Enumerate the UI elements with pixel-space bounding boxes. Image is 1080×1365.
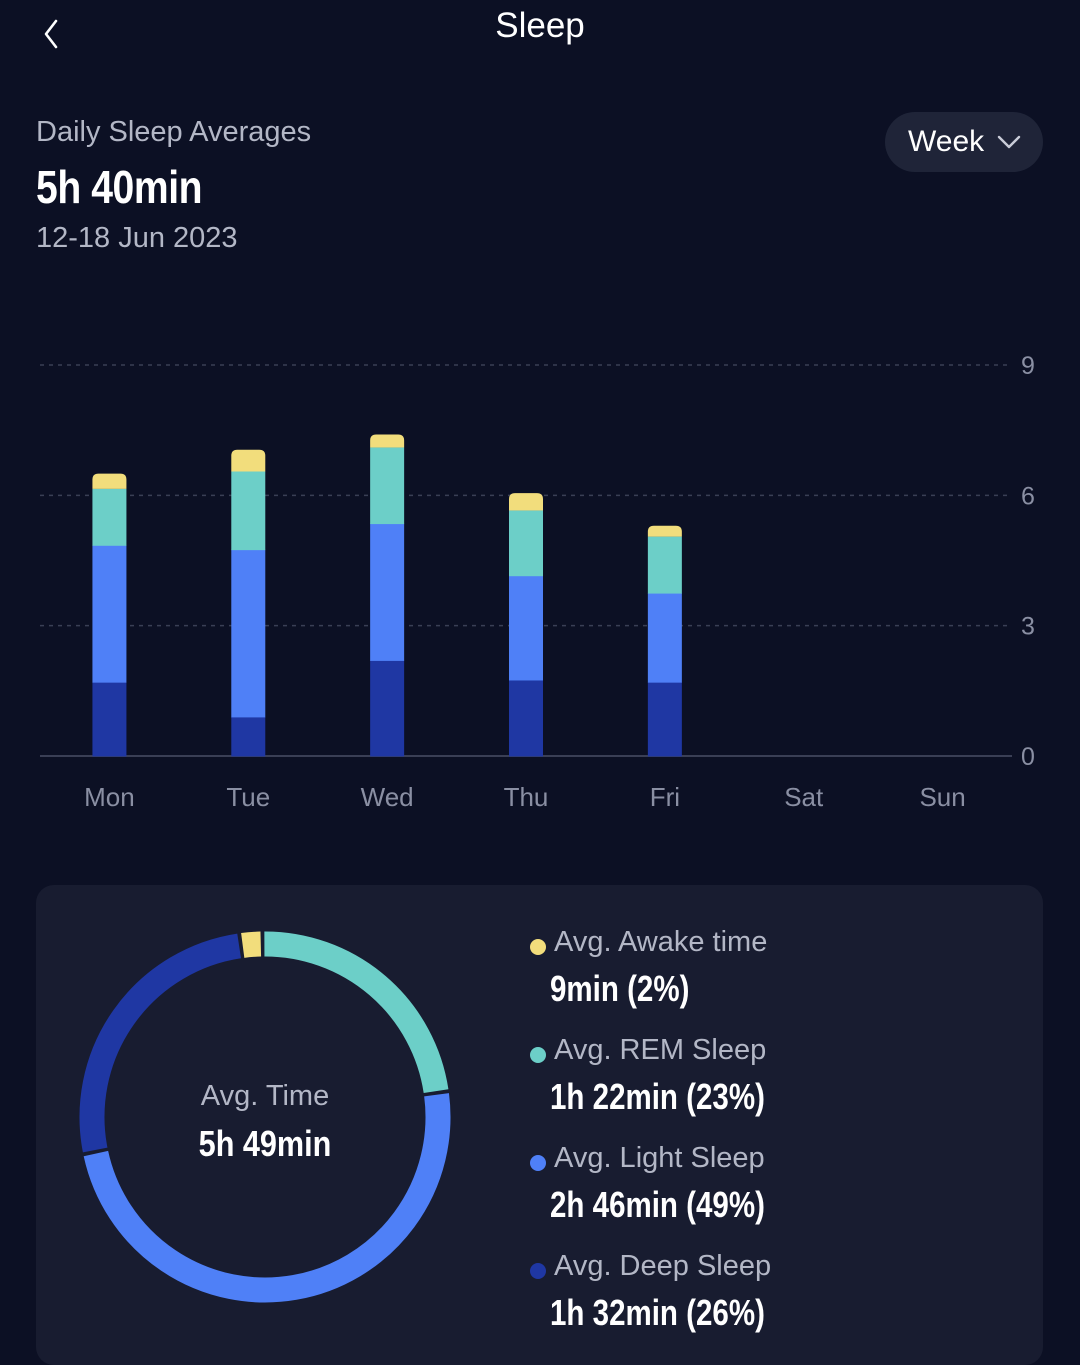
bar-segment-light[interactable]	[370, 523, 405, 661]
bar-segment-light[interactable]	[647, 593, 682, 683]
legend-item-deep: Avg. Deep Sleep 1h 32min (26%)	[528, 1250, 1028, 1350]
bar-segment-deep[interactable]	[647, 682, 682, 757]
x-tick-label: Fri	[650, 782, 680, 812]
back-button[interactable]	[30, 8, 74, 52]
summary-value: 5h 40min	[36, 161, 203, 213]
weekly-sleep-chart: 0 3 6 9 Mon Tue Wed Thu Fri Sat Sun	[40, 352, 1035, 812]
period-dropdown[interactable]: Week	[885, 112, 1043, 172]
bar-segment-light[interactable]	[92, 545, 127, 683]
chevron-left-icon	[44, 19, 58, 49]
legend-value: 9min (2%)	[550, 968, 690, 1009]
bar-segment-deep[interactable]	[92, 682, 127, 757]
legend-dot-light	[530, 1155, 546, 1171]
page-title: Sleep	[495, 6, 585, 45]
bar-segment-rem[interactable]	[92, 488, 127, 546]
bar-segment-deep[interactable]	[231, 716, 266, 757]
period-selected-label: Week	[908, 125, 985, 158]
bar-segment-rem[interactable]	[509, 510, 543, 577]
x-tick-label: Mon	[84, 782, 135, 812]
y-tick-label: 9	[1021, 352, 1035, 380]
x-tick-label: Sun	[919, 782, 965, 812]
donut-slice-light	[83, 1093, 451, 1303]
legend-item-rem: Avg. REM Sleep 1h 22min (23%)	[528, 1034, 1028, 1134]
legend-item-light: Avg. Light Sleep 2h 46min (49%)	[528, 1142, 1028, 1242]
summary-label: Daily Sleep Averages	[36, 116, 312, 148]
legend-label: Avg. Awake time	[554, 926, 768, 958]
x-tick-label: Sat	[784, 782, 824, 812]
legend-value: 2h 46min (49%)	[550, 1184, 765, 1225]
bar-segment-awake[interactable]	[509, 493, 543, 511]
bar-segment-awake[interactable]	[231, 449, 266, 472]
bar-segment-deep[interactable]	[370, 660, 405, 757]
legend-label: Avg. REM Sleep	[554, 1034, 767, 1066]
donut-slice-awake	[241, 931, 262, 958]
legend-label: Avg. Light Sleep	[554, 1142, 765, 1174]
x-tick-label: Tue	[226, 782, 270, 812]
bar-segment-deep[interactable]	[509, 679, 543, 757]
bar-segment-awake[interactable]	[370, 434, 405, 448]
legend-value: 1h 22min (23%)	[550, 1076, 765, 1117]
y-tick-label: 3	[1021, 613, 1035, 641]
legend-dot-deep	[530, 1263, 546, 1279]
date-range: 12-18 Jun 2023	[36, 222, 238, 254]
bar-segment-light[interactable]	[509, 575, 543, 681]
y-tick-label: 6	[1021, 482, 1035, 510]
chevron-down-icon	[997, 135, 1021, 149]
donut-center-label: Avg. Time	[200, 1080, 330, 1112]
donut-center-value: 5h 49min	[198, 1123, 332, 1164]
bar-segment-awake[interactable]	[92, 473, 127, 489]
bar-segment-rem[interactable]	[370, 447, 405, 525]
x-tick-label: Thu	[504, 782, 549, 812]
legend-dot-rem	[530, 1047, 546, 1063]
donut-slice-rem	[264, 931, 449, 1094]
bar-segment-rem[interactable]	[231, 471, 266, 551]
bar-segment-light[interactable]	[231, 549, 266, 718]
y-tick-label: 0	[1021, 743, 1035, 771]
legend-dot-awake	[530, 939, 546, 955]
bar-segment-awake[interactable]	[647, 525, 682, 537]
donut-slice-deep	[79, 933, 242, 1153]
bar-segment-rem[interactable]	[647, 536, 682, 594]
sleep-stage-donut	[79, 931, 451, 1303]
legend-value: 1h 32min (26%)	[550, 1292, 765, 1333]
legend-label: Avg. Deep Sleep	[554, 1250, 772, 1282]
legend-item-awake: Avg. Awake time 9min (2%)	[528, 926, 1028, 1026]
x-tick-label: Wed	[361, 782, 414, 812]
